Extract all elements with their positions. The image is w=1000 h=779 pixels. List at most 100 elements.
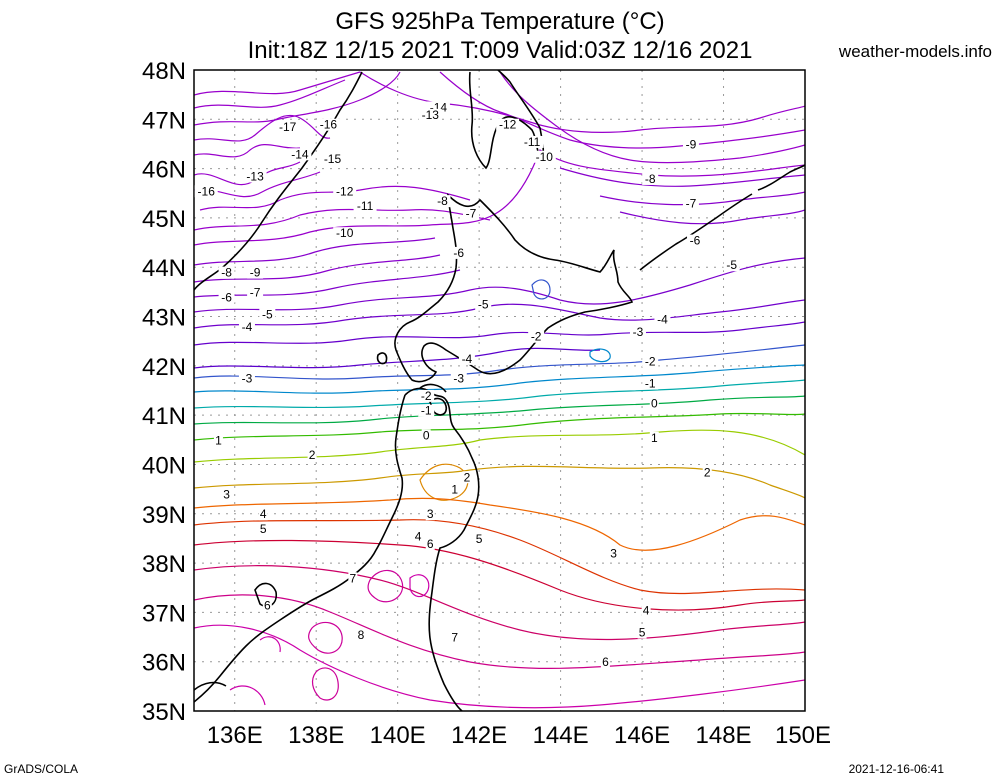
contour-label: -8 bbox=[645, 172, 656, 186]
map-title-line-1: GFS 925hPa Temperature (°C) bbox=[335, 8, 665, 35]
contour-label: -6 bbox=[453, 246, 464, 260]
contour-label-bg bbox=[348, 572, 358, 585]
lat-tick-label: 43N bbox=[142, 305, 186, 332]
contour-label-bg bbox=[421, 429, 431, 442]
contour-label-bg bbox=[238, 372, 255, 385]
coastline bbox=[194, 70, 805, 711]
contour-label-bg bbox=[723, 259, 740, 272]
contour-label-bg bbox=[629, 325, 646, 338]
lat-tick-label: 40N bbox=[142, 452, 186, 479]
lat-tick-label: 44N bbox=[142, 255, 186, 282]
contour-label: 2 bbox=[464, 470, 471, 484]
contour-label: 3 bbox=[223, 488, 230, 502]
contour-label-bg bbox=[356, 629, 366, 642]
contour-label-bg bbox=[316, 118, 340, 131]
contour-label-bg bbox=[218, 266, 235, 279]
contour-label: -8 bbox=[437, 194, 448, 208]
lat-tick-label: 47N bbox=[142, 107, 186, 134]
contour-label: 1 bbox=[451, 483, 458, 497]
contour-label: -3 bbox=[453, 372, 464, 386]
contour-label-bg bbox=[475, 298, 492, 311]
contour-label-bg bbox=[418, 108, 442, 121]
lon-tick-label: 146E bbox=[614, 722, 670, 749]
contour-label: -16 bbox=[198, 184, 216, 198]
lat-tick-label: 42N bbox=[142, 354, 186, 381]
contour-label: 4 bbox=[415, 529, 422, 543]
contour-label-bg bbox=[307, 449, 317, 462]
contour-label: -14 bbox=[291, 147, 309, 161]
contour-label-bg bbox=[258, 508, 268, 521]
contour-label-bg bbox=[247, 286, 264, 299]
lat-tick-label: 39N bbox=[142, 502, 186, 529]
contour-label: 5 bbox=[476, 532, 483, 546]
lat-tick-label: 41N bbox=[142, 403, 186, 430]
axis-labels: 35N 36N 37N 38N 39N 40N 41N 42N 43N 44N 45N 46N 47N 4… bbox=[142, 58, 831, 749]
contour-label-bg bbox=[474, 532, 484, 545]
lat-tick-label: 36N bbox=[142, 650, 186, 677]
contour-label: 7 bbox=[451, 631, 458, 645]
contour-label: -15 bbox=[324, 152, 342, 166]
timestamp-label: 2021-12-16-06:41 bbox=[848, 762, 944, 776]
lon-tick-label: 148E bbox=[696, 722, 752, 749]
contour-label: 1 bbox=[651, 431, 658, 445]
contour-label-bg bbox=[649, 431, 659, 444]
contour-label: -7 bbox=[250, 285, 261, 299]
contour-label: 6 bbox=[264, 598, 271, 612]
contour-label-bg bbox=[418, 404, 435, 417]
contour-label-bg bbox=[276, 121, 300, 134]
contour-label-bg bbox=[247, 266, 264, 279]
contour-label-bg bbox=[642, 377, 659, 390]
contour-label-bg bbox=[654, 313, 671, 326]
contour-label: 8 bbox=[358, 628, 365, 642]
contour-label: 6 bbox=[602, 655, 609, 669]
contour-label-bg bbox=[243, 170, 267, 183]
contour-label: 2 bbox=[704, 465, 711, 479]
contour-label: -9 bbox=[250, 266, 261, 280]
contour-label: -1 bbox=[645, 377, 656, 391]
contour-label: -17 bbox=[279, 120, 297, 134]
contour-label: 5 bbox=[639, 626, 646, 640]
contour-label-bg bbox=[702, 466, 712, 479]
contour-label-bg bbox=[262, 599, 272, 612]
contour-label-bg bbox=[320, 153, 344, 166]
contour-label: 1 bbox=[215, 433, 222, 447]
lat-tick-label: 46N bbox=[142, 157, 186, 184]
contour-label: -8 bbox=[221, 266, 232, 280]
contour-label: -9 bbox=[686, 137, 697, 151]
contour-label-bg bbox=[288, 148, 312, 161]
contour-label-bg bbox=[333, 227, 357, 240]
contour-label-bg bbox=[353, 200, 377, 213]
site-name: weather-models.info bbox=[838, 42, 992, 61]
contour-label-bg bbox=[450, 246, 467, 259]
contour-label-bg bbox=[258, 523, 268, 536]
contour-label-bg bbox=[687, 234, 704, 247]
contour-label-bg bbox=[600, 656, 610, 669]
credit-label: GrADS/COLA bbox=[4, 762, 79, 776]
contour-label: 7 bbox=[350, 571, 357, 585]
contour-label: -3 bbox=[242, 372, 253, 386]
contour-label-bg bbox=[458, 352, 475, 365]
contour-label: 6 bbox=[427, 537, 434, 551]
contour-label-bg bbox=[222, 488, 232, 501]
contour-label: -2 bbox=[421, 389, 432, 403]
contour-label-bg bbox=[532, 150, 556, 163]
contour-label: -12 bbox=[499, 118, 517, 132]
contour-label-bg bbox=[418, 389, 435, 402]
contour-label-bg bbox=[682, 197, 699, 210]
contour-label-bg bbox=[682, 138, 699, 151]
contour-label-bg bbox=[425, 508, 435, 521]
contour-label: 2 bbox=[309, 448, 316, 462]
contour-label-bg bbox=[259, 308, 276, 321]
contour-label: -4 bbox=[462, 352, 473, 366]
contour-label: 3 bbox=[610, 547, 617, 561]
contour-label: -7 bbox=[466, 206, 477, 220]
lon-tick-label: 140E bbox=[370, 722, 426, 749]
contour-label-bg bbox=[528, 330, 545, 343]
contour-label: 3 bbox=[427, 507, 434, 521]
graticule bbox=[194, 70, 805, 711]
contour-label-bg bbox=[450, 631, 460, 644]
contour-label-bg bbox=[218, 291, 235, 304]
contour-label: -5 bbox=[726, 258, 737, 272]
contour-label: -6 bbox=[690, 234, 701, 248]
